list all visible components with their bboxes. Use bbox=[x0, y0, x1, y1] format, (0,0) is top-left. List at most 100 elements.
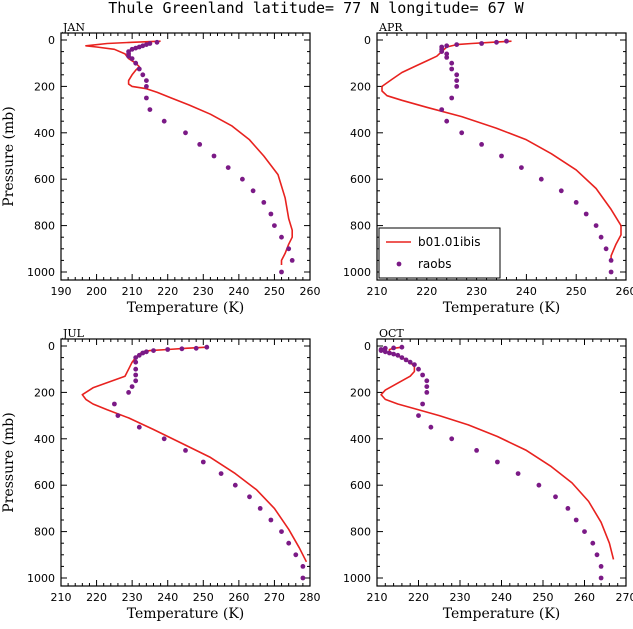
x-tick-label: 220 bbox=[86, 591, 107, 604]
raobs-point bbox=[536, 482, 542, 488]
raobs-point bbox=[608, 269, 614, 275]
x-tick-label: 210 bbox=[51, 591, 72, 604]
raobs-point bbox=[454, 42, 460, 47]
x-tick-label: 210 bbox=[367, 591, 388, 604]
raobs-point bbox=[439, 107, 445, 112]
raobs-point bbox=[300, 564, 306, 569]
x-axis-label: Temperature (K) bbox=[443, 300, 561, 316]
y-tick-label: 800 bbox=[34, 220, 55, 233]
model-line bbox=[381, 40, 622, 261]
raobs-point bbox=[293, 552, 299, 558]
y-tick-label: 200 bbox=[34, 386, 55, 399]
raobs-point bbox=[144, 78, 149, 83]
raobs-point bbox=[247, 494, 252, 500]
raobs-point bbox=[424, 384, 430, 389]
raobs-point bbox=[449, 436, 455, 442]
raobs-point bbox=[449, 66, 455, 72]
raobs-point bbox=[129, 46, 135, 52]
raobs-point bbox=[200, 459, 206, 465]
y-tick-label: 800 bbox=[350, 526, 371, 539]
raobs-point bbox=[454, 72, 460, 78]
x-tick-label: 240 bbox=[491, 591, 512, 604]
raobs-point bbox=[504, 38, 509, 44]
raobs-point bbox=[154, 39, 160, 45]
panel-apr: 210 220 230 240 250 260 0 200 400 600 800 1000 APR Te… bbox=[343, 21, 633, 316]
x-tick-label: 270 bbox=[264, 591, 285, 604]
raobs-point bbox=[115, 413, 121, 418]
raobs-point bbox=[573, 200, 579, 205]
raobs-point bbox=[608, 258, 614, 263]
y-tick-label: 600 bbox=[34, 479, 55, 492]
legend: b01.01ibis raobs bbox=[378, 227, 501, 279]
raobs-point bbox=[416, 366, 421, 372]
legend-label-model: b01.01ibis bbox=[418, 235, 481, 249]
raobs-point bbox=[553, 494, 558, 500]
x-tick-label: 230 bbox=[122, 591, 143, 604]
raobs-point bbox=[382, 349, 388, 355]
raobs-point bbox=[387, 350, 392, 356]
raobs-point bbox=[479, 142, 484, 147]
x-tick-label: 260 bbox=[228, 591, 249, 604]
raobs-point bbox=[439, 49, 445, 54]
x-tick-label: 240 bbox=[157, 591, 178, 604]
legend-marker-swatch bbox=[396, 261, 402, 267]
raobs-point bbox=[494, 39, 499, 45]
raobs-point bbox=[420, 372, 425, 378]
raobs-point bbox=[378, 348, 384, 353]
raobs-point bbox=[136, 44, 142, 50]
x-tick-label: 230 bbox=[193, 285, 214, 298]
y-tick-label: 0 bbox=[364, 340, 371, 353]
x-tick-label: 230 bbox=[466, 285, 487, 298]
raobs-point bbox=[444, 118, 450, 124]
y-tick-label: 400 bbox=[34, 127, 55, 140]
raobs-point bbox=[144, 84, 149, 89]
raobs-point bbox=[140, 350, 146, 356]
raobs-point bbox=[519, 165, 524, 171]
raobs-point bbox=[444, 43, 450, 49]
raobs-point bbox=[133, 372, 139, 378]
y-tick-label: 1000 bbox=[27, 266, 55, 279]
raobs-point bbox=[515, 471, 521, 476]
y-tick-label: 200 bbox=[34, 80, 55, 93]
model-line bbox=[81, 346, 308, 563]
panel-label: JAN bbox=[62, 21, 85, 34]
raobs-point bbox=[218, 471, 224, 476]
raobs-point bbox=[286, 540, 292, 546]
raobs-point bbox=[240, 176, 245, 182]
y-tick-label: 800 bbox=[350, 220, 371, 233]
plot-frame bbox=[376, 338, 627, 587]
raobs-point bbox=[136, 352, 142, 358]
x-tick-label: 240 bbox=[228, 285, 249, 298]
raobs-point bbox=[454, 84, 460, 89]
x-axis-label: Temperature (K) bbox=[127, 300, 245, 316]
raobs-point bbox=[136, 66, 142, 72]
y-axis-label: Pressure (mb) bbox=[1, 106, 17, 206]
raobs-point bbox=[444, 51, 450, 57]
raobs-point bbox=[197, 142, 203, 147]
raobs-point bbox=[424, 390, 430, 395]
panel-label: APR bbox=[378, 21, 403, 34]
raobs-point bbox=[133, 355, 139, 360]
raobs-point bbox=[133, 359, 139, 365]
y-tick-label: 600 bbox=[350, 173, 371, 186]
x-tick-label: 260 bbox=[300, 285, 321, 298]
raobs-point bbox=[582, 529, 587, 534]
y-tick-label: 400 bbox=[350, 127, 371, 140]
raobs-point bbox=[382, 345, 388, 351]
raobs-point bbox=[424, 378, 430, 384]
raobs-point bbox=[126, 390, 131, 395]
raobs-point bbox=[416, 413, 421, 418]
x-tick-label: 260 bbox=[616, 285, 633, 298]
x-tick-label: 270 bbox=[616, 591, 633, 604]
raobs-point bbox=[495, 459, 500, 465]
x-tick-label: 250 bbox=[566, 285, 587, 298]
y-tick-label: 800 bbox=[34, 526, 55, 539]
raobs-point bbox=[279, 234, 284, 240]
raobs-point bbox=[407, 359, 413, 365]
raobs-point bbox=[183, 130, 188, 136]
raobs-point bbox=[289, 258, 295, 263]
raobs-point bbox=[499, 153, 504, 159]
raobs-point bbox=[179, 346, 185, 352]
y-axis-label: Pressure (mb) bbox=[1, 412, 17, 512]
